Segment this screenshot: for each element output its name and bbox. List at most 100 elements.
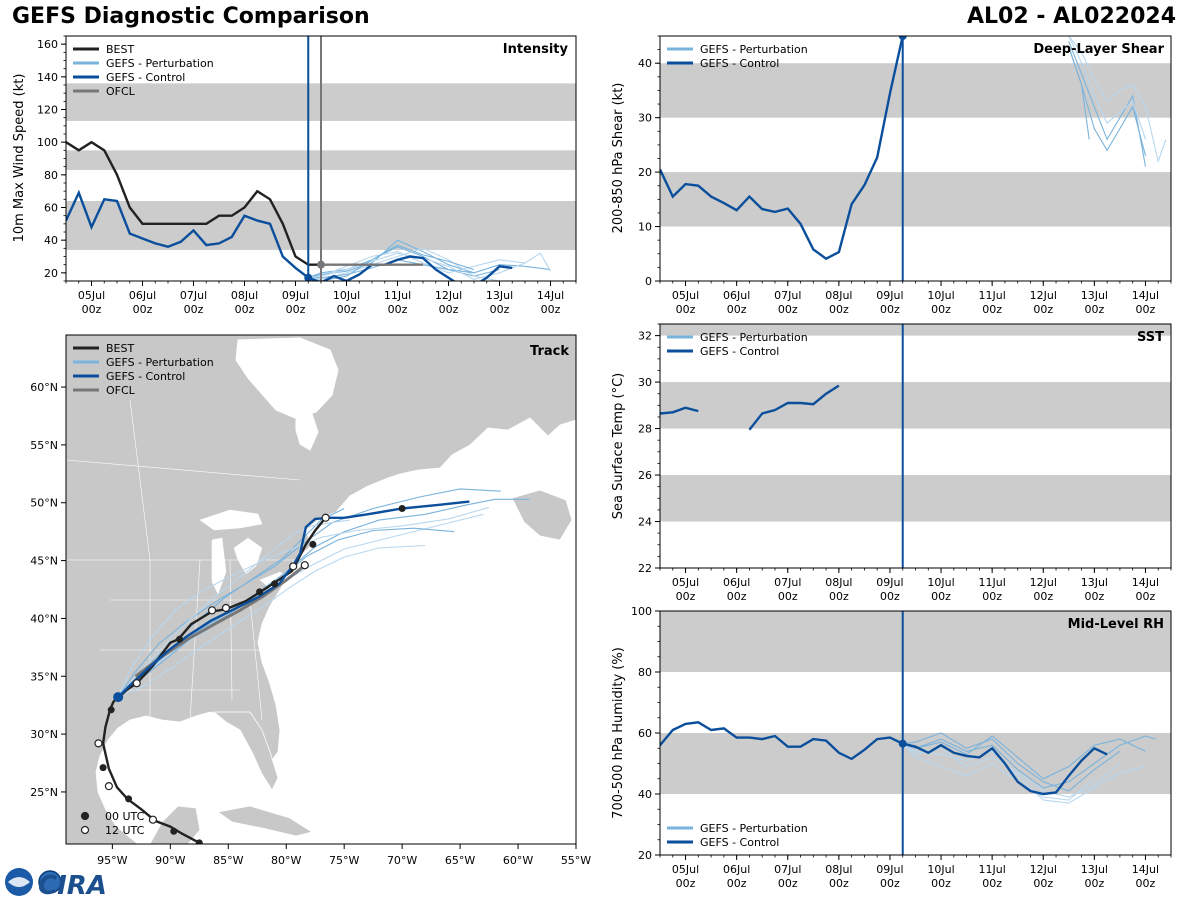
shear-xtick-label: 09Jul — [876, 289, 903, 302]
track-best-00utc-marker — [170, 827, 178, 835]
james-bay-water — [295, 413, 319, 451]
shear-xtick-label: 14Jul — [1132, 289, 1159, 302]
intensity-xtick-label: 00z — [541, 303, 561, 316]
sst-legend-label: GEFS - Perturbation — [700, 331, 808, 344]
intensity-perturbation-line — [308, 239, 475, 279]
cira-logo: CIRA — [5, 868, 107, 900]
rh-xtick-label: 13Jul — [1081, 863, 1108, 876]
track-xtick-label: 85°W — [213, 854, 243, 867]
shear-xtick-label: 00z — [1084, 303, 1104, 316]
track-perturbation-line — [117, 488, 501, 698]
track-ytick-label: 40°N — [30, 612, 58, 625]
rh-ylabel: 700-500 hPa Humidity (%) — [611, 647, 626, 819]
sst-panel-title: SST — [1137, 330, 1164, 345]
track-xtick-label: 80°W — [271, 854, 301, 867]
sst-xtick-label: 00z — [931, 590, 951, 603]
intensity-xtick-label: 00z — [184, 303, 204, 316]
shear-perturbation-line — [1068, 46, 1090, 140]
sst-xtick-label: 00z — [982, 590, 1002, 603]
sst-xtick-label: 00z — [1084, 590, 1104, 603]
track-best-12utc-marker — [321, 513, 330, 522]
track-legend-label: OFCL — [106, 384, 136, 397]
intensity-init-marker — [304, 273, 313, 281]
intensity-legend-label: BEST — [106, 43, 134, 56]
sst-xtick-label: 00z — [1136, 590, 1156, 603]
intensity-ytick-label: 100 — [37, 136, 58, 149]
sst-xtick-label: 07Jul — [774, 576, 801, 589]
intensity-best-line — [66, 140, 321, 266]
sst-ylabel: Sea Surface Temp (°C) — [611, 373, 626, 520]
track-ytick-label: 30°N — [30, 728, 58, 741]
shear-ytick-label: 0 — [645, 275, 652, 288]
shear-xtick-label: 13Jul — [1081, 289, 1108, 302]
rh-perturbation-line — [902, 743, 1146, 804]
track-legend-label: GEFS - Perturbation — [106, 356, 214, 369]
sst-ytick-label: 24 — [638, 516, 652, 529]
track-control-marker — [398, 505, 406, 513]
storm-id: AL02 - AL022024 — [967, 4, 1176, 29]
rh-ytick-label: 60 — [638, 727, 652, 740]
rh-perturbation-line — [902, 732, 1121, 792]
rh-legend-label: GEFS - Control — [700, 836, 779, 849]
track-best-12utc-marker — [94, 739, 103, 748]
track-best-12utc-marker — [132, 679, 141, 688]
yucatan-land — [149, 805, 201, 844]
rh-xtick-label: 07Jul — [774, 863, 801, 876]
intensity-ytick-label: 80 — [44, 169, 58, 182]
shear-legend-label: GEFS - Perturbation — [700, 43, 808, 56]
rh-xtick-label: 08Jul — [825, 863, 852, 876]
sst-ytick-label: 32 — [638, 330, 652, 343]
rh-legend-label: GEFS - Perturbation — [700, 822, 808, 835]
rh-xtick-label: 00z — [829, 877, 849, 890]
track-best-00utc-marker — [99, 764, 107, 772]
shear-gefs-control-line — [660, 36, 904, 261]
intensity-xtick-label: 08Jul — [231, 289, 258, 302]
intensity-xtick-label: 07Jul — [180, 289, 207, 302]
intensity-ytick-label: 40 — [44, 234, 58, 247]
track-legend-label: BEST — [106, 342, 134, 355]
intensity-xtick-label: 14Jul — [537, 289, 564, 302]
shear-xtick-label: 05Jul — [672, 289, 699, 302]
shear-xtick-label: 07Jul — [774, 289, 801, 302]
shear-band — [660, 172, 1171, 227]
sst-xtick-label: 09Jul — [876, 576, 903, 589]
intensity-xtick-label: 00z — [337, 303, 357, 316]
shear-perturbation-line — [1068, 36, 1147, 140]
track-ytick-label: 25°N — [30, 786, 58, 799]
sst-ytick-label: 22 — [638, 562, 652, 575]
sst-xtick-label: 06Jul — [723, 576, 750, 589]
sst-legend-label: GEFS - Control — [700, 345, 779, 358]
sst-panel: 05Jul00z06Jul00z07Jul00z08Jul00z09Jul00z… — [611, 323, 1172, 603]
intensity-xtick-label: 12Jul — [435, 289, 462, 302]
intensity-legend-label: GEFS - Control — [106, 71, 185, 84]
intensity-xtick-label: 00z — [439, 303, 459, 316]
track-time-legend-label: 12 UTC — [105, 824, 145, 837]
intensity-xtick-label: 06Jul — [129, 289, 156, 302]
shear-xtick-label: 10Jul — [927, 289, 954, 302]
rh-panel: 05Jul00z06Jul00z07Jul00z08Jul00z09Jul00z… — [611, 605, 1172, 890]
sst-xtick-label: 14Jul — [1132, 576, 1159, 589]
track-control-marker — [113, 692, 124, 703]
track-best-12utc-marker — [104, 782, 113, 791]
sst-xtick-label: 00z — [676, 590, 696, 603]
track-xtick-label: 65°W — [445, 854, 475, 867]
sst-band — [660, 324, 1171, 336]
track-ytick-label: 60°N — [30, 381, 58, 394]
rh-xtick-label: 00z — [1084, 877, 1104, 890]
shear-xtick-label: 00z — [880, 303, 900, 316]
shear-ytick-label: 10 — [638, 221, 652, 234]
shear-xtick-label: 00z — [1033, 303, 1053, 316]
shear-xtick-label: 00z — [829, 303, 849, 316]
shear-xtick-label: 00z — [982, 303, 1002, 316]
intensity-ytick-label: 60 — [44, 202, 58, 215]
rh-xtick-label: 00z — [778, 877, 798, 890]
page-title: GEFS Diagnostic Comparison — [12, 4, 370, 29]
rh-xtick-label: 06Jul — [723, 863, 750, 876]
sst-xtick-label: 08Jul — [825, 576, 852, 589]
intensity-ylabel: 10m Max Wind Speed (kt) — [12, 74, 27, 243]
hudson-bay-water — [235, 337, 339, 419]
track-panel-title: Track — [530, 344, 569, 359]
track-best-00utc-marker — [256, 588, 264, 596]
rh-xtick-label: 00z — [982, 877, 1002, 890]
